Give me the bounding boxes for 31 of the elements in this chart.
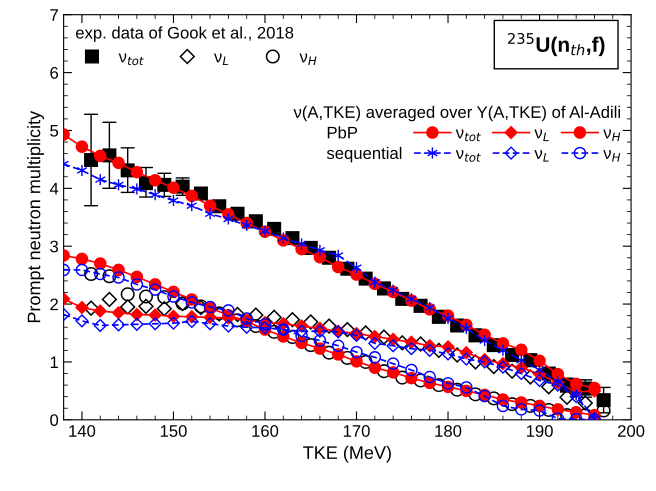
y-tick-label: 1 — [50, 356, 58, 368]
legend-label: ν$_{tot}$ — [456, 150, 481, 162]
annotation: PbP — [328, 126, 358, 139]
y-tick-label: 0 — [50, 414, 58, 426]
x-tick-label: 150 — [160, 425, 187, 437]
legend-label: ν$_{L}$ — [534, 150, 549, 162]
x-tick-label: 160 — [252, 425, 278, 437]
y-tick-label: 6 — [50, 67, 58, 79]
text: exp. data of Gook et al., 2018 — [76, 26, 294, 42]
legend-label: ν$_{tot}$ — [456, 130, 481, 142]
y-tick-label: 5 — [50, 125, 58, 137]
x-axis-title: TKE (MeV) — [303, 446, 391, 463]
x-tick-label: 140 — [69, 425, 96, 437]
y-tick-label: 2 — [50, 298, 58, 310]
legend-label: ν$_{L}$ — [214, 54, 228, 66]
x-tick-label: 180 — [435, 425, 462, 437]
y-axis-title: Prompt neutron multiplicity — [27, 110, 44, 322]
x-tick-label: 200 — [618, 425, 644, 437]
text: $^{235}$U(n$_{th}$,f) — [508, 32, 604, 56]
legend-label: ν$_{tot}$ — [118, 54, 144, 66]
annotation: sequential — [326, 146, 402, 162]
legend-label: ν$_{L}$ — [534, 130, 549, 142]
y-tick-label: 4 — [50, 182, 58, 194]
legend-label: ν$_{H}$ — [299, 54, 316, 66]
x-tick-label: 190 — [526, 425, 553, 437]
y-tick-label: 7 — [50, 9, 58, 21]
x-tick-label: 170 — [344, 425, 370, 437]
text: ν(A,TKE) averaged over Y(A,TKE) of Al-Adili — [293, 106, 620, 122]
legend-label: ν$_{H}$ — [603, 150, 620, 162]
legend-label: ν$_{H}$ — [603, 130, 620, 142]
y-tick-label: 3 — [50, 240, 58, 252]
